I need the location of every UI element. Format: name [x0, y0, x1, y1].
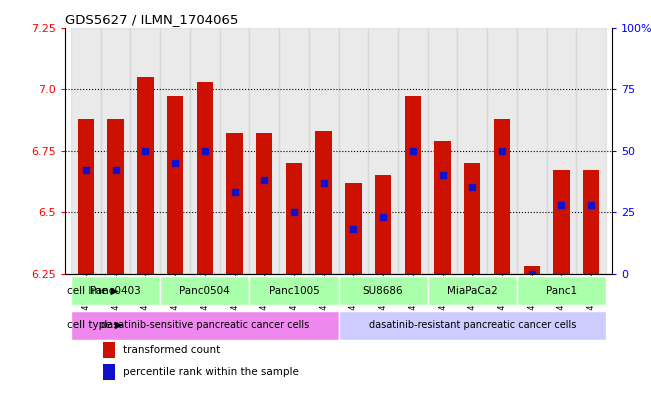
- Bar: [339, 276, 428, 305]
- Bar: [167, 96, 183, 274]
- Bar: [517, 276, 606, 305]
- Bar: [339, 311, 606, 340]
- Bar: [77, 119, 94, 274]
- Bar: [104, 342, 115, 358]
- Bar: [190, 28, 219, 274]
- Bar: [249, 28, 279, 274]
- Bar: [553, 170, 570, 274]
- Text: Panc0403: Panc0403: [90, 286, 141, 296]
- Bar: [434, 141, 450, 274]
- Bar: [104, 364, 115, 380]
- Bar: [517, 28, 547, 274]
- Bar: [576, 28, 606, 274]
- Bar: [256, 133, 272, 274]
- Text: percentile rank within the sample: percentile rank within the sample: [122, 367, 298, 377]
- Bar: [316, 131, 332, 274]
- Bar: [197, 82, 213, 274]
- Bar: [375, 175, 391, 274]
- Bar: [345, 182, 361, 274]
- Bar: [428, 28, 458, 274]
- Text: dasatinib-sensitive pancreatic cancer cells: dasatinib-sensitive pancreatic cancer ce…: [101, 320, 309, 330]
- Bar: [428, 276, 517, 305]
- Text: cell type ▶: cell type ▶: [66, 320, 122, 330]
- Text: Panc0504: Panc0504: [180, 286, 230, 296]
- Bar: [523, 266, 540, 274]
- Bar: [286, 163, 302, 274]
- Bar: [279, 28, 309, 274]
- Bar: [249, 276, 339, 305]
- Bar: [219, 28, 249, 274]
- Bar: [101, 28, 130, 274]
- Text: SU8686: SU8686: [363, 286, 404, 296]
- Text: dasatinib-resistant pancreatic cancer cells: dasatinib-resistant pancreatic cancer ce…: [368, 320, 576, 330]
- Bar: [458, 28, 487, 274]
- Bar: [487, 28, 517, 274]
- Bar: [583, 170, 600, 274]
- Bar: [405, 96, 421, 274]
- Bar: [398, 28, 428, 274]
- Bar: [494, 119, 510, 274]
- Bar: [137, 77, 154, 274]
- Bar: [547, 28, 576, 274]
- Bar: [227, 133, 243, 274]
- Bar: [71, 276, 160, 305]
- Bar: [160, 28, 190, 274]
- Bar: [309, 28, 339, 274]
- Bar: [339, 28, 368, 274]
- Bar: [71, 311, 339, 340]
- Text: MiaPaCa2: MiaPaCa2: [447, 286, 497, 296]
- Text: transformed count: transformed count: [122, 345, 220, 355]
- Text: GDS5627 / ILMN_1704065: GDS5627 / ILMN_1704065: [65, 13, 238, 26]
- Bar: [464, 163, 480, 274]
- Text: Panc1: Panc1: [546, 286, 577, 296]
- Bar: [160, 276, 249, 305]
- Bar: [130, 28, 160, 274]
- Text: cell line ▶: cell line ▶: [66, 286, 118, 296]
- Bar: [368, 28, 398, 274]
- Text: Panc1005: Panc1005: [269, 286, 320, 296]
- Bar: [71, 28, 101, 274]
- Bar: [107, 119, 124, 274]
